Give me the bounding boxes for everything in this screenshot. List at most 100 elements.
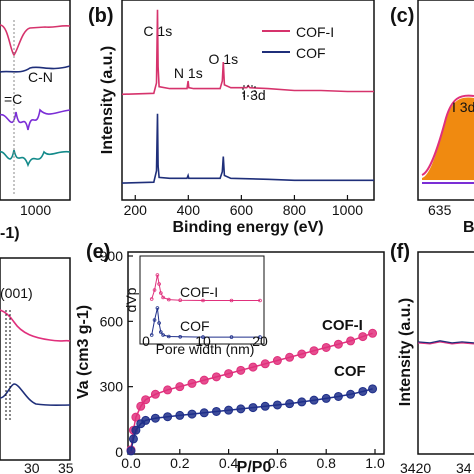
panel-c-xtick-635: 635 bbox=[428, 202, 452, 218]
inset-point-cof-i bbox=[152, 288, 157, 292]
panel-e-point-cof bbox=[163, 412, 173, 422]
panel-e-point-cof-i bbox=[150, 389, 160, 399]
panel-b-xtick-label: 200 bbox=[124, 202, 148, 218]
panel-e-ylabel: Va (cm3 g-1) bbox=[75, 305, 92, 399]
inset-plot-area bbox=[149, 273, 262, 339]
panel-a-trace-pink bbox=[0, 24, 71, 57]
panel-e-ytick-label: 900 bbox=[100, 248, 124, 264]
inset-line-cof bbox=[151, 307, 260, 338]
inset-point-cof-i bbox=[149, 297, 154, 301]
panel-e-ytick-label: 0 bbox=[115, 444, 123, 460]
panel-f-xtick-34: 34 bbox=[456, 460, 472, 474]
panel-a-annotation-cn: C-N bbox=[28, 69, 53, 85]
panel-e-point-cof-i bbox=[141, 395, 151, 405]
inset-point-cof-i bbox=[229, 298, 234, 303]
panel-e-point-cof bbox=[128, 434, 138, 444]
panel-e-point-cof-i bbox=[131, 412, 141, 422]
panel-b-xtick-label: 800 bbox=[283, 202, 307, 218]
panel-b-ylabel: Intensity (a.u.) bbox=[99, 46, 116, 154]
panel-e-xticks: 0.0 0.2 0.4 0.6 0.8 1.0 bbox=[121, 449, 385, 471]
inset-point-cof bbox=[167, 334, 171, 339]
panel-e-point-cof bbox=[285, 399, 295, 409]
panel-d-xtick-35: 35 bbox=[58, 460, 74, 474]
panel-e-xtick-label: 0.4 bbox=[219, 455, 239, 471]
panel-c-peak-label: I 3d bbox=[452, 99, 474, 115]
panel-d-xtick-30: 30 bbox=[24, 460, 40, 474]
inset-xtick-label: 20 bbox=[252, 333, 268, 349]
panel-e-point-cof bbox=[211, 406, 221, 416]
inset-point-cof-i bbox=[258, 298, 262, 303]
panel-e-xtick-label: 0.2 bbox=[170, 455, 190, 471]
inset-point-cof-i bbox=[178, 298, 183, 303]
inset-xtick-label: 0 bbox=[142, 333, 150, 349]
panel-e-point-cof bbox=[175, 410, 185, 420]
panel-a-annotation-c: =C bbox=[4, 91, 22, 107]
panel-e-xtick-label: 0.8 bbox=[316, 455, 336, 471]
panel-e-point-cof bbox=[297, 397, 307, 407]
panel-f-trace-pink bbox=[417, 341, 474, 345]
inset-point-cof bbox=[201, 335, 205, 339]
panel-e-point-cof bbox=[199, 408, 209, 418]
panel-b-xticks: 200 400 600 800 1000 bbox=[124, 195, 363, 218]
panel-e-point-cof-i bbox=[297, 349, 307, 359]
inset-point-cof-i bbox=[157, 282, 161, 286]
panel-b-plot-area bbox=[121, 9, 374, 184]
panel-e-point-cof bbox=[260, 401, 270, 411]
panel-f-frame bbox=[417, 251, 474, 455]
panel-f-ylabel: Intensity (a.u.) bbox=[397, 298, 414, 406]
panel-e-point-cof-i bbox=[285, 352, 295, 362]
panel-e-point-cof-i bbox=[163, 385, 173, 395]
panel-e-point-cof-i bbox=[224, 369, 234, 379]
panel-a-trace-purple bbox=[0, 108, 71, 131]
panel-b-frame bbox=[121, 0, 375, 201]
panel-a-trace-navy bbox=[0, 65, 71, 73]
panel-a-frame bbox=[0, 0, 71, 201]
inset-xtick-label: 10 bbox=[195, 333, 211, 349]
panel-e-point-cof-i bbox=[333, 339, 343, 349]
inset-point-cof bbox=[149, 333, 154, 337]
panel-e-point-cof-i bbox=[136, 401, 146, 411]
panel-e-xtick-label: 0.0 bbox=[121, 455, 141, 471]
panel-b-peak-labels: C 1s N 1s O 1s I 3d bbox=[143, 23, 265, 103]
panel-e-point-cof-i bbox=[199, 375, 209, 385]
panel-b-i3d-box bbox=[242, 85, 256, 97]
panel-e-point-cof-i bbox=[260, 359, 270, 369]
panel-d-trace-navy bbox=[0, 383, 71, 407]
panel-e-frame bbox=[127, 251, 385, 455]
panel-e-ytick-label: 300 bbox=[100, 379, 124, 395]
panel-e-point-cof-i bbox=[309, 346, 319, 356]
inset-line-cof-i bbox=[151, 274, 260, 301]
inset-point-cof-i bbox=[155, 273, 160, 277]
panel-e-point-cof-i bbox=[248, 362, 258, 372]
legend-label-cof: COF bbox=[296, 45, 326, 61]
panel-e-label-cof-i: COF-I bbox=[322, 317, 363, 334]
panel-e-label: (e) bbox=[86, 241, 110, 263]
panel-f-trace-navy bbox=[417, 340, 474, 344]
inset-point-cof-i bbox=[167, 297, 171, 302]
panel-e-point-cof bbox=[333, 391, 343, 401]
panel-e-point-cof bbox=[187, 409, 197, 419]
panel-b-series-cof bbox=[121, 113, 374, 184]
inset-label-cof: COF bbox=[180, 318, 210, 334]
panel-c: (c) I 3d 635 B bbox=[390, 0, 474, 236]
panel-e-plot-area bbox=[126, 328, 378, 456]
inset-point-cof-i bbox=[159, 291, 163, 295]
inset-xlabel: Pore width (nm) bbox=[156, 341, 255, 357]
panel-a-trace-teal bbox=[0, 149, 71, 168]
panel-e-point-cof bbox=[309, 395, 319, 405]
inset-point-cof bbox=[161, 333, 165, 337]
panel-c-xlabel-fragment: B bbox=[463, 219, 474, 236]
panel-e-point-cof bbox=[321, 393, 331, 403]
panel-e-xtick-label: 0.6 bbox=[268, 455, 288, 471]
panel-a-xlabel-fragment: -1) bbox=[0, 225, 20, 242]
panel-b-peak-label-0: C 1s bbox=[143, 23, 172, 39]
panel-e-point-cof bbox=[126, 446, 136, 456]
inset-point-cof-i bbox=[161, 295, 165, 300]
inset-label-cof-i: COF-I bbox=[180, 284, 218, 300]
panel-d-frame bbox=[0, 257, 71, 461]
panel-e-yticks: 0 300 600 900 bbox=[100, 248, 133, 460]
panel-b-xtick-label: 600 bbox=[230, 202, 254, 218]
panel-e-point-cof-i bbox=[175, 382, 185, 392]
